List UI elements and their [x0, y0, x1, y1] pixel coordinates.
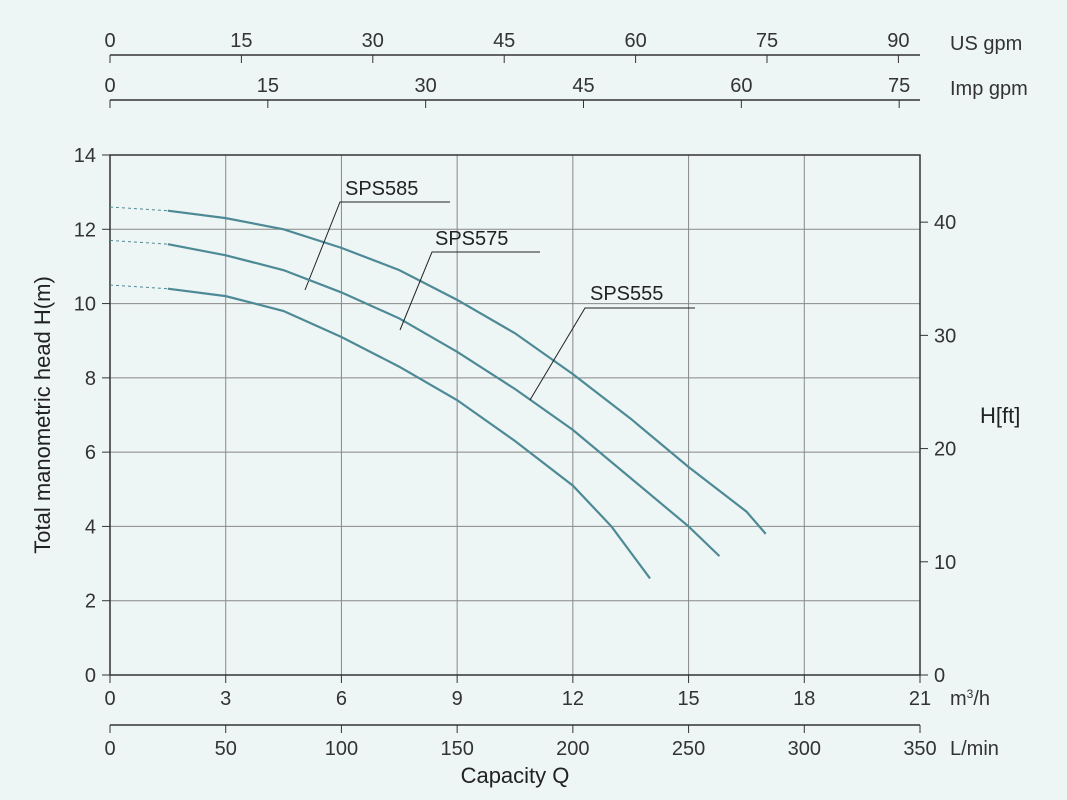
svg-text:60: 60 — [624, 30, 646, 52]
svg-text:SPS555: SPS555 — [590, 283, 663, 305]
svg-text:10: 10 — [74, 294, 96, 316]
svg-text:15: 15 — [257, 75, 279, 97]
svg-text:3: 3 — [220, 688, 231, 710]
svg-text:Total manometric head H(m): Total manometric head H(m) — [30, 276, 55, 554]
svg-text:200: 200 — [556, 738, 589, 760]
svg-text:15: 15 — [677, 688, 699, 710]
svg-text:0: 0 — [934, 665, 945, 687]
svg-text:50: 50 — [215, 738, 237, 760]
svg-text:20: 20 — [934, 439, 956, 461]
svg-text:Imp gpm: Imp gpm — [950, 78, 1028, 100]
svg-text:12: 12 — [562, 688, 584, 710]
svg-text:SPS585: SPS585 — [345, 178, 418, 200]
svg-text:0: 0 — [104, 738, 115, 760]
svg-text:14: 14 — [74, 145, 96, 167]
svg-text:250: 250 — [672, 738, 705, 760]
svg-text:Capacity Q: Capacity Q — [461, 763, 570, 788]
svg-text:45: 45 — [493, 30, 515, 52]
svg-text:18: 18 — [793, 688, 815, 710]
svg-text:0: 0 — [104, 75, 115, 97]
svg-text:150: 150 — [440, 738, 473, 760]
svg-text:4: 4 — [85, 516, 96, 538]
svg-text:30: 30 — [934, 325, 956, 347]
svg-text:2: 2 — [85, 591, 96, 613]
svg-text:SPS575: SPS575 — [435, 228, 508, 250]
svg-text:45: 45 — [572, 75, 594, 97]
svg-text:90: 90 — [887, 30, 909, 52]
svg-text:100: 100 — [325, 738, 358, 760]
svg-text:12: 12 — [74, 219, 96, 241]
chart-svg: 036912151821m3/h050100150200250300350L/m… — [0, 0, 1067, 800]
svg-text:H[ft]: H[ft] — [980, 403, 1020, 428]
svg-text:0: 0 — [104, 30, 115, 52]
svg-text:0: 0 — [104, 688, 115, 710]
svg-text:9: 9 — [452, 688, 463, 710]
svg-text:15: 15 — [230, 30, 252, 52]
svg-text:60: 60 — [730, 75, 752, 97]
svg-text:6: 6 — [85, 442, 96, 464]
svg-text:10: 10 — [934, 552, 956, 574]
pump-curve-chart: 036912151821m3/h050100150200250300350L/m… — [0, 0, 1067, 800]
svg-text:30: 30 — [362, 30, 384, 52]
svg-text:30: 30 — [415, 75, 437, 97]
svg-text:8: 8 — [85, 368, 96, 390]
svg-text:300: 300 — [788, 738, 821, 760]
svg-text:21: 21 — [909, 688, 931, 710]
svg-text:L/min: L/min — [950, 738, 999, 760]
svg-text:350: 350 — [903, 738, 936, 760]
svg-text:75: 75 — [888, 75, 910, 97]
svg-text:40: 40 — [934, 212, 956, 234]
svg-text:US gpm: US gpm — [950, 33, 1022, 55]
svg-text:6: 6 — [336, 688, 347, 710]
svg-text:0: 0 — [85, 665, 96, 687]
svg-text:75: 75 — [756, 30, 778, 52]
